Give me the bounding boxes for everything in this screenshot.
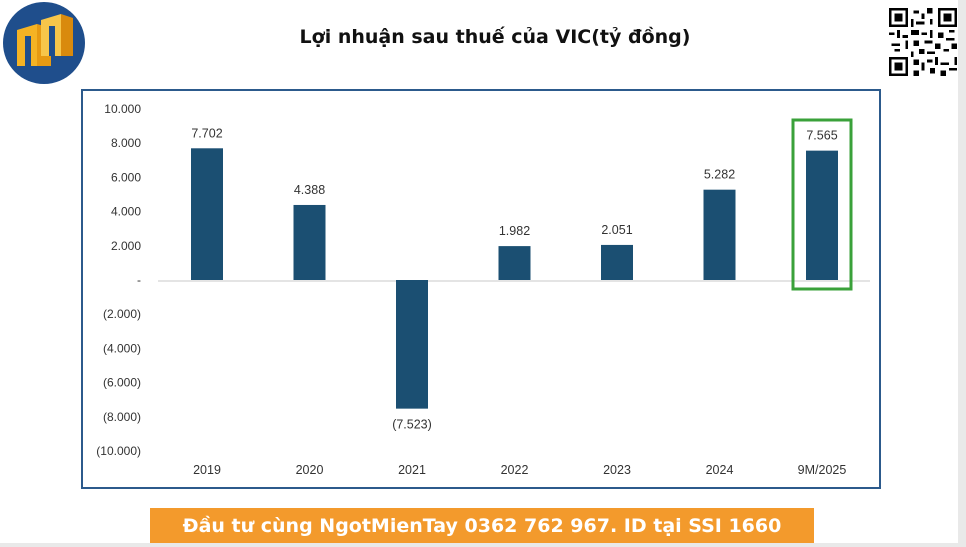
bar xyxy=(396,280,428,409)
x-tick-label: 2024 xyxy=(706,463,734,477)
data-label: (7.523) xyxy=(392,418,432,432)
y-tick-label: - xyxy=(137,273,141,287)
y-tick-label: (2.000) xyxy=(103,307,141,321)
x-tick-label: 2021 xyxy=(398,463,426,477)
x-tick-label: 2020 xyxy=(296,463,324,477)
data-label: 7.702 xyxy=(191,126,222,140)
right-edge xyxy=(958,0,966,547)
bar xyxy=(293,204,326,280)
y-tick-label: 10.000 xyxy=(104,102,141,116)
promo-text: Đầu tư cùng NgotMienTay 0362 762 967. ID… xyxy=(182,514,782,537)
bar xyxy=(806,150,838,280)
x-tick-label: 2019 xyxy=(193,463,221,477)
y-tick-label: 8.000 xyxy=(111,136,141,150)
data-label: 5.282 xyxy=(704,168,735,182)
y-tick-label: (10.000) xyxy=(96,444,141,458)
qr-code-icon xyxy=(889,8,957,76)
x-tick-label: 9M/2025 xyxy=(798,463,847,477)
data-label: 7.565 xyxy=(806,129,837,143)
brand-logo-icon xyxy=(3,2,85,84)
y-tick-label: (6.000) xyxy=(103,376,141,390)
highlight-box xyxy=(791,118,853,291)
x-tick-label: 2022 xyxy=(501,463,529,477)
chart-title: Lợi nhuận sau thuế của VIC(tỷ đồng) xyxy=(299,26,691,48)
y-tick-label: 6.000 xyxy=(111,170,141,184)
bar xyxy=(703,189,736,280)
data-label: 1.982 xyxy=(499,224,530,238)
y-tick-label: 4.000 xyxy=(111,205,141,219)
data-label: 4.388 xyxy=(294,183,325,197)
y-tick-label: (4.000) xyxy=(103,341,141,355)
x-tick-label: 2023 xyxy=(603,463,631,477)
data-label: 2.051 xyxy=(601,223,632,237)
bottom-edge xyxy=(0,543,966,547)
bar xyxy=(191,148,223,280)
bar xyxy=(601,244,633,280)
bar xyxy=(498,246,531,280)
y-tick-label: (8.000) xyxy=(103,410,141,424)
y-tick-label: 2.000 xyxy=(111,239,141,253)
promo-banner: Đầu tư cùng NgotMienTay 0362 762 967. ID… xyxy=(150,508,814,543)
